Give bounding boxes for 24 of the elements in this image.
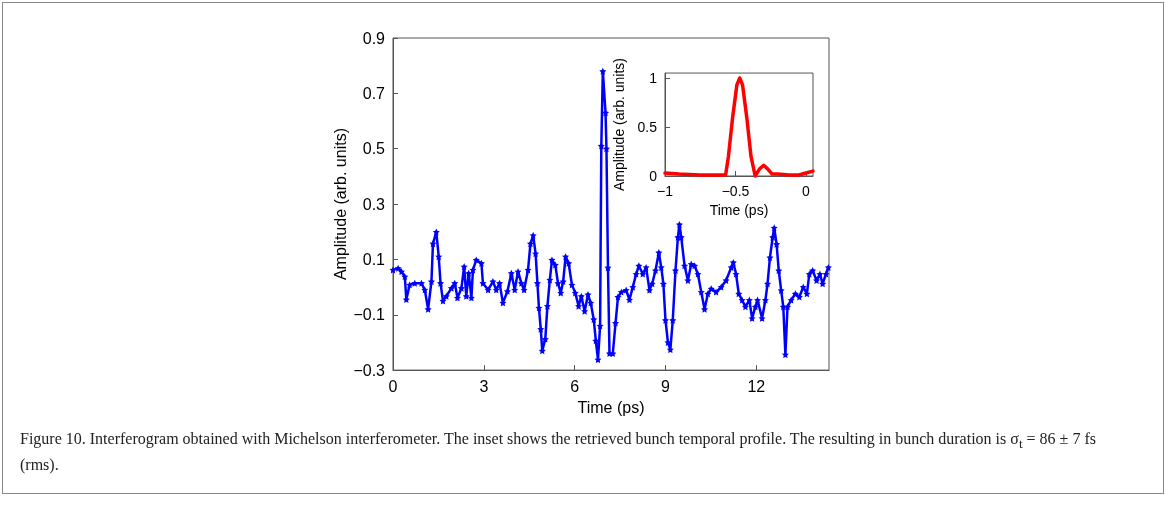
x-tick-label: 0 <box>802 183 811 199</box>
x-tick-label: 6 <box>570 377 580 395</box>
x-tick-label: 0 <box>388 377 398 395</box>
x-tick-label: 12 <box>747 377 766 395</box>
y-tick-label: 0.1 <box>362 250 386 268</box>
y-tick-label: 1 <box>649 69 658 86</box>
x-tick-label: −0.5 <box>721 183 750 199</box>
y-tick-label: 0.9 <box>362 29 386 47</box>
y-tick-label: 0.3 <box>362 195 386 213</box>
y-tick-label: 0.7 <box>362 84 386 102</box>
y-tick-label: 0.5 <box>637 118 658 135</box>
text: Figure 10. Interferogram obtained with Michelson interferometer. The inset shows the retrieved bunch temporal profile. The resulting in bunch duration is σ$_{t}$ = 86 ± 7 fs (rms). <box>20 430 1096 474</box>
x-tick-label: 3 <box>479 377 489 395</box>
y-tick-label: 0 <box>649 168 658 184</box>
y-tick-label: −0.3 <box>353 361 386 379</box>
y-axis-title: Amplitude (arb. units) <box>331 128 349 281</box>
y-tick-label: −0.1 <box>353 306 386 324</box>
y-axis-title: Amplitude (arb. units) <box>610 58 627 192</box>
y-tick-label: 0.5 <box>362 140 386 158</box>
x-axis-title: Time (ps) <box>577 398 645 416</box>
line-series <box>663 76 815 178</box>
x-tick-label: 9 <box>661 377 671 395</box>
x-axis-title: Time (ps) <box>709 201 769 218</box>
x-tick-label: −1 <box>657 183 674 199</box>
